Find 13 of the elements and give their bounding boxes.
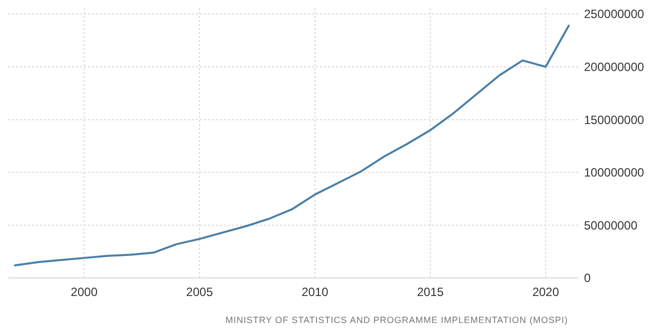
text: MINISTRY OF STATISTICS AND PROGRAMME IMPLEMENTATION (MOSPI): [225, 315, 568, 325]
y-tick-label: 250000000: [584, 7, 644, 22]
line-series: [14, 24, 570, 266]
x-tick-label: 2015: [416, 285, 444, 299]
x-tick-label: 2020: [532, 285, 560, 299]
y-tick-label: 100000000: [584, 166, 644, 180]
x-tick-label: 2000: [70, 285, 98, 299]
y-tick-label: 0: [584, 271, 591, 286]
y-tick-label: 150000000: [584, 112, 644, 127]
x-tick-label: 2010: [302, 285, 329, 299]
y-tick-label: 200000000: [584, 60, 644, 74]
x-tick-label: 2005: [186, 285, 214, 299]
y-tick-label: 50000000: [584, 218, 638, 232]
